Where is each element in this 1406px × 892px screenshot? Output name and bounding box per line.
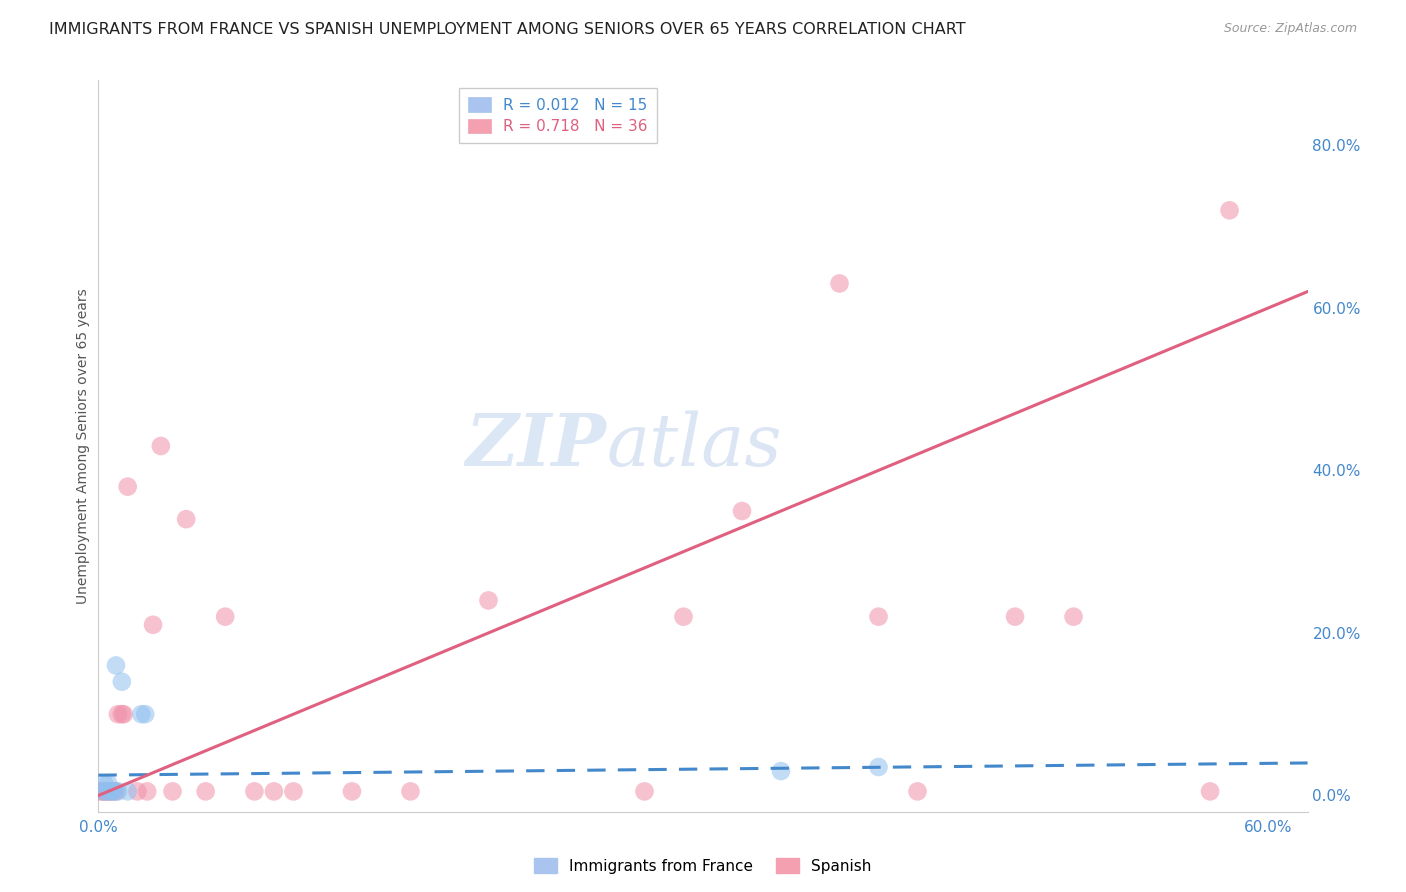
- Point: [243, 784, 266, 798]
- Point: [868, 609, 890, 624]
- Point: [101, 784, 124, 798]
- Text: ZIP: ZIP: [465, 410, 606, 482]
- Point: [868, 760, 890, 774]
- Point: [98, 784, 121, 798]
- Y-axis label: Unemployment Among Seniors over 65 years: Unemployment Among Seniors over 65 years: [76, 288, 90, 604]
- Point: [89, 784, 111, 798]
- Point: [96, 784, 118, 798]
- Point: [149, 439, 172, 453]
- Point: [91, 784, 114, 798]
- Text: atlas: atlas: [606, 410, 782, 482]
- Point: [633, 784, 655, 798]
- Point: [103, 784, 125, 798]
- Point: [907, 784, 929, 798]
- Point: [107, 707, 129, 722]
- Point: [828, 277, 851, 291]
- Point: [134, 707, 156, 722]
- Point: [1219, 203, 1241, 218]
- Legend: R = 0.012   N = 15, R = 0.718   N = 36: R = 0.012 N = 15, R = 0.718 N = 36: [458, 88, 657, 144]
- Point: [103, 784, 125, 798]
- Point: [104, 658, 127, 673]
- Point: [399, 784, 422, 798]
- Point: [672, 609, 695, 624]
- Point: [1199, 784, 1222, 798]
- Text: Source: ZipAtlas.com: Source: ZipAtlas.com: [1223, 22, 1357, 36]
- Point: [477, 593, 499, 607]
- Point: [98, 784, 121, 798]
- Point: [142, 617, 165, 632]
- Point: [104, 784, 127, 798]
- Point: [93, 776, 115, 790]
- Point: [263, 784, 285, 798]
- Point: [1004, 609, 1026, 624]
- Point: [112, 707, 135, 722]
- Point: [769, 764, 792, 778]
- Point: [194, 784, 217, 798]
- Point: [117, 784, 139, 798]
- Legend: Immigrants from France, Spanish: Immigrants from France, Spanish: [529, 852, 877, 880]
- Point: [97, 784, 120, 798]
- Point: [340, 784, 363, 798]
- Point: [283, 784, 305, 798]
- Point: [96, 784, 118, 798]
- Point: [162, 784, 184, 798]
- Point: [731, 504, 754, 518]
- Point: [93, 784, 115, 798]
- Point: [214, 609, 236, 624]
- Point: [111, 674, 134, 689]
- Point: [97, 776, 120, 790]
- Point: [117, 480, 139, 494]
- Point: [107, 784, 129, 798]
- Point: [111, 707, 134, 722]
- Point: [131, 707, 153, 722]
- Point: [136, 784, 159, 798]
- Point: [1063, 609, 1085, 624]
- Point: [174, 512, 197, 526]
- Point: [127, 784, 149, 798]
- Text: IMMIGRANTS FROM FRANCE VS SPANISH UNEMPLOYMENT AMONG SENIORS OVER 65 YEARS CORRE: IMMIGRANTS FROM FRANCE VS SPANISH UNEMPL…: [49, 22, 966, 37]
- Point: [93, 784, 115, 798]
